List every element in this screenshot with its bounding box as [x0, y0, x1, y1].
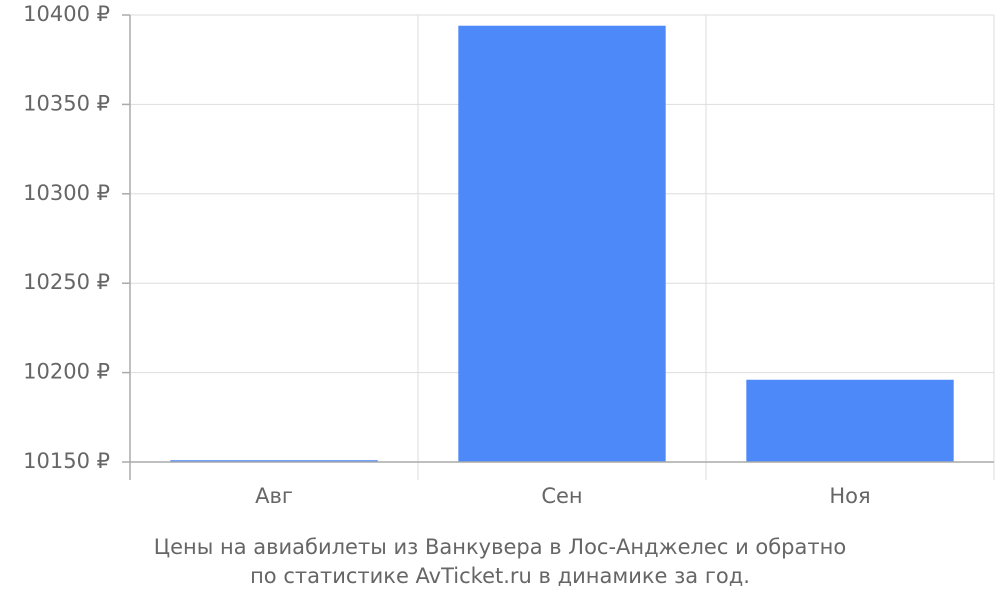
- y-tick-label: 10400 ₽: [23, 2, 110, 26]
- y-tick-label: 10350 ₽: [23, 91, 110, 115]
- y-tick-label: 10300 ₽: [23, 181, 110, 205]
- chart-title: по статистике AvTicket.ru в динамике за …: [250, 564, 750, 588]
- y-tick-label: 10200 ₽: [23, 360, 110, 384]
- x-tick-label: Сен: [541, 484, 582, 508]
- x-tick-label: Ноя: [829, 484, 870, 508]
- x-tick-label: Авг: [255, 484, 293, 508]
- y-tick-label: 10150 ₽: [23, 449, 110, 473]
- bar: [746, 379, 954, 462]
- bar: [170, 460, 378, 462]
- chart-title: Цены на авиабилеты из Ванкувера в Лос-Ан…: [154, 535, 846, 559]
- bar: [458, 25, 666, 463]
- y-tick-label: 10250 ₽: [23, 270, 110, 294]
